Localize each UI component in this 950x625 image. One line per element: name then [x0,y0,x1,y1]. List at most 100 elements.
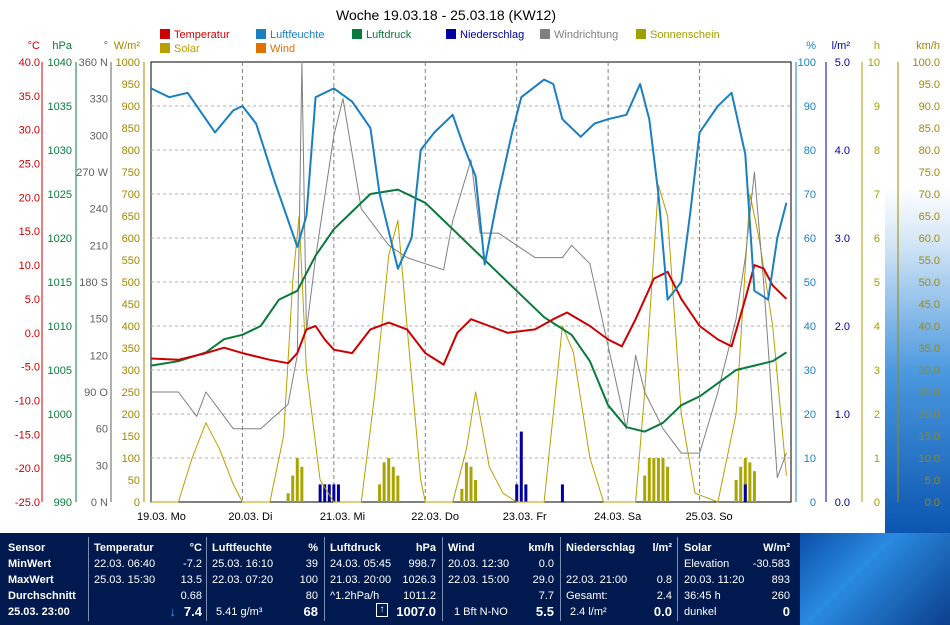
niederschlag-bar [524,484,528,502]
axis-tick-label: 2 [874,409,880,421]
axis-tick-label: 1.0 [835,409,850,421]
axis-tick-label: 70 [804,189,816,201]
niederschlag-bar [743,484,747,502]
sonnenschein-bar [460,488,464,502]
niederschlag-max-value: 0.8 [656,574,672,586]
sonnenschein-bar [743,458,747,502]
axis-tick-label: 1030 [48,145,72,157]
legend-swatch [160,29,170,39]
axis-tick-label: 30.0 [19,125,40,137]
niederschlag-max-time: 22.03. 21:00 [566,574,628,586]
axis-tick-label: 100.0 [912,57,940,69]
axis-tick-label: 2.0 [835,321,850,333]
x-tick-label: 23.03. Fr [503,511,547,523]
axis-tick-label: 30 [804,365,816,377]
temperatur-header: Temperatur [94,542,154,554]
axis-tick-label: 300 [122,365,140,377]
axis-tick-label: 750 [122,167,140,179]
axis-tick-label: 150 [122,431,140,443]
legend-label: Luftdruck [366,29,412,41]
axis-tick-label: 0.0 [25,328,40,340]
minwert-label: MinWert [8,558,52,570]
axis-tick-label: 5.0 [25,294,40,306]
statistics-panel [0,533,800,625]
temperatur-max-value: 13.5 [180,574,202,586]
wind-max-value: 29.0 [532,574,554,586]
axis-tick-label: 45.0 [919,299,940,311]
solar-elevation-value: -30.583 [752,558,790,570]
luftfeuchte-header: Luftfeuchte [212,542,272,554]
wind-header: Wind [448,542,475,554]
axis-tick-label: 120 [90,350,108,362]
axis-tick-label: 1005 [48,365,72,377]
axis-unit-label: hPa [52,40,72,52]
axis-tick-label: 350 [122,343,140,355]
solar-unit: W/m² [763,542,790,554]
axis-tick-label: 0 [810,497,816,509]
legend-label: Niederschlag [460,29,524,41]
trend-up-icon: ↑ [376,603,388,617]
temperatur-average: 0.68 [180,590,202,602]
axis-tick-label: 0 [134,497,140,509]
axis-tick-label: 8 [874,145,880,157]
axis-unit-label: km/h [916,40,940,52]
axis-tick-label: 270 W [76,167,108,179]
solar-current: 0 [782,604,790,619]
luftfeuchte-max-time: 22.03. 07:20 [212,574,274,586]
sonnenschein-bar [656,458,660,502]
wind-min-time: 20.03. 12:30 [448,558,510,570]
axis-tick-label: 500 [122,277,140,289]
axis-tick-label: 200 [122,409,140,421]
luftfeuchte-average: 80 [305,590,318,602]
axis-tick-label: 210 [90,240,108,252]
axis-tick-label: 50 [804,277,816,289]
axis-tick-label: 7 [874,189,880,201]
sonnenschein-bar [300,466,304,502]
x-tick-label: 22.03. Do [411,511,459,523]
niederschlag-bar [515,484,519,502]
series-line-solar [151,184,787,503]
axis-tick-label: 5.0 [925,475,940,487]
axis-tick-label: -5.0 [21,362,40,374]
sonnenschein-bar [295,458,299,502]
axis-tick-label: 90 O [84,387,108,399]
x-axis-labels: 19.03. Mo 20.03. Di 21.03. Mi 22.03. Do 23.0… [137,511,733,523]
axis-tick-label: 0 N [91,497,108,509]
axis-tick-label: 65.0 [919,211,940,223]
axis-tick-label: 90 [804,101,816,113]
axis-tick-label: 85.0 [919,123,940,135]
legend-swatch [160,43,170,53]
axis-tick-label: 4.0 [835,145,850,157]
weather-chart: Woche 19.03.18 - 25.03.18 (KW12) Tempera… [15,7,940,523]
axis-tick-label: 1000 [48,409,72,421]
axis-tick-label: 50 [128,475,140,487]
solar-header: Solar [684,542,712,554]
luftdruck-current: 1007.0 [396,604,436,619]
luftfeuchte-max-value: 100 [299,574,318,586]
axis-tick-label: 9 [874,101,880,113]
wind-beaufort: 1 Bft N-NO [454,606,508,618]
niederschlag-current-label: 2.4 l/m² [570,606,607,618]
legend-swatch [256,29,266,39]
sonnenschein-bar [661,458,665,502]
x-tick-label: 19.03. Mo [137,511,186,523]
axis-tick-label: 0 [874,497,880,509]
solar-duration-value: 260 [771,590,790,602]
axis-tick-label: 40.0 [19,57,40,69]
axis-tick-label: 25.0 [919,387,940,399]
axis-tick-label: 55.0 [919,255,940,267]
axis-tick-label: 60 [804,233,816,245]
axis-tick-label: 6 [874,233,880,245]
axis-tick-label: 850 [122,123,140,135]
column-separator [88,537,89,621]
axis-tick-label: 40.0 [919,321,940,333]
axis-tick-label: 3 [874,365,880,377]
axis-tick-label: 75.0 [919,167,940,179]
axis-tick-label: 15.0 [19,226,40,238]
durchschnitt-label: Durchschnitt [8,590,76,602]
axis-tick-label: 180 S [79,277,108,289]
axis-tick-label: 1 [874,453,880,465]
axis-tick-label: -25.0 [15,497,40,509]
axis-tick-label: 990 [54,497,72,509]
axis-unit-label: °C [28,40,40,52]
